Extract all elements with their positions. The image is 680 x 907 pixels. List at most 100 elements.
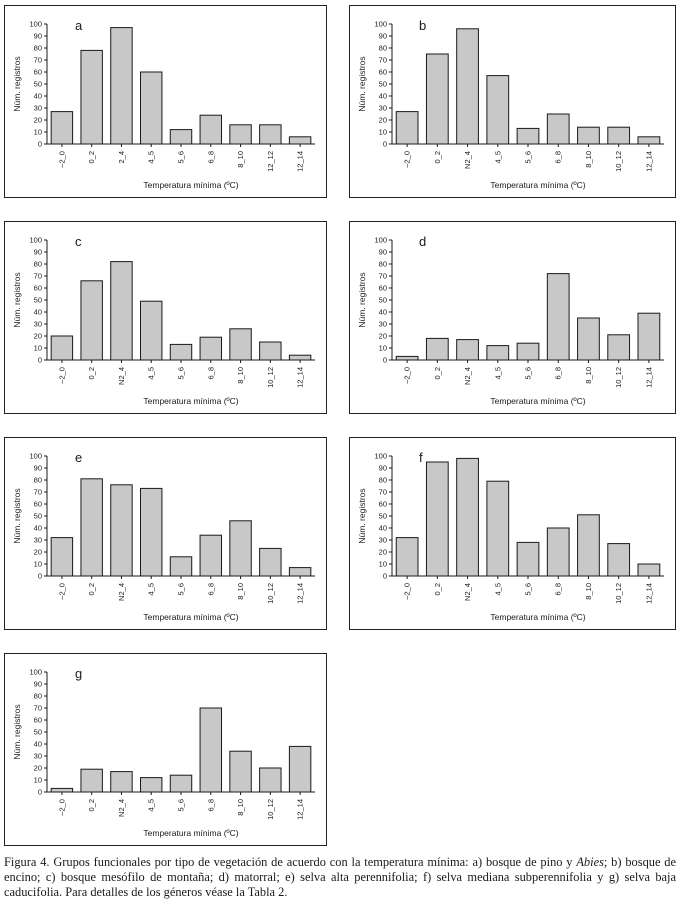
bar-c-9 [288,354,312,361]
chart-panel-a: 0 10 20 30 40 50 60 70 80 90 100 –2_0 0_2 2_4 4_5 5_6 6_… [4,5,327,198]
y-tick-label: 20 [34,332,42,341]
y-tick-label: 30 [34,752,42,761]
x-tick-label: 5_6 [524,367,533,380]
x-tick-label: 8_10 [236,367,245,384]
bar-e-4 [140,487,163,577]
bar-g-5 [169,774,193,793]
y-tick-label: 40 [34,740,42,749]
bar-e-6 [199,534,222,577]
y-tick-label: 30 [34,104,42,113]
x-tick-label: 12_14 [644,151,653,172]
y-tick-label: 80 [34,44,42,53]
y-tick-label: 0 [383,572,387,581]
x-tick-label: 4_5 [493,367,502,380]
y-tick-label: 10 [379,560,387,569]
x-tick-label: 12_14 [644,583,653,604]
bar-a-2 [80,49,103,145]
y-tick-label: 0 [38,788,42,797]
y-tick-label: 80 [379,476,387,485]
x-tick-label: 0_2 [87,367,96,380]
x-tick-label: 5_6 [177,151,186,164]
y-tick-label: 50 [34,296,42,305]
x-tick-label: 8_10 [236,151,245,168]
x-tick-label: N2_4 [463,367,472,385]
x-tick-label: 12_14 [296,151,305,172]
y-tick-label: 70 [34,488,42,497]
bar-e-1 [50,537,74,577]
panel-letter: e [75,450,82,465]
x-tick-label: 0_2 [87,151,96,164]
x-tick-label: 8_10 [584,367,593,384]
bar-c-4 [140,300,163,361]
y-tick-label: 70 [34,56,42,65]
bar-b-4 [486,75,510,145]
x-tick-label: 0_2 [87,583,96,596]
x-tick-label: 5_6 [177,799,186,812]
bar-d-1 [395,355,419,361]
y-tick-label: 80 [34,476,42,485]
y-tick-label: 50 [379,512,387,521]
y-tick-label: 100 [29,20,42,29]
y-tick-label: 40 [34,524,42,533]
bar-b-1 [395,111,419,145]
y-tick-label: 70 [379,272,387,281]
bar-c-6 [199,336,222,361]
x-tick-label: 2_4 [117,151,126,164]
bar-g-8 [259,767,282,793]
bar-d-8 [607,334,631,361]
x-tick-label: –2_0 [403,367,412,384]
chart-panel-f: 0 10 20 30 40 50 60 70 80 90 100 –2_0 0_2 N2_4 4_5 5_6 6… [349,437,676,630]
y-tick-label: 80 [379,44,387,53]
y-tick-label: 10 [379,344,387,353]
x-tick-label: 12_14 [296,367,305,388]
bar-g-7 [229,750,252,793]
y-tick-label: 70 [379,56,387,65]
bar-c-7 [229,328,252,361]
chart-panel-e: 0 10 20 30 40 50 60 70 80 90 100 –2_0 0_2 N2_4 4_5 5_6 6… [4,437,327,630]
bar-f-2 [425,461,449,577]
bar-g-2 [80,768,103,793]
y-tick-label: 30 [34,320,42,329]
x-tick-label: 4_5 [147,583,156,596]
y-tick-label: 10 [34,344,42,353]
x-axis-label: Temperatura mínima (ºC) [143,612,238,622]
y-tick-label: 30 [379,104,387,113]
y-tick-label: 10 [379,128,387,137]
y-tick-label: 100 [374,236,387,245]
y-tick-label: 100 [29,452,42,461]
bar-b-7 [577,126,600,145]
x-tick-label: –2_0 [403,151,412,168]
bar-chart-c: 0 10 20 30 40 50 60 70 80 90 100 –2_0 0_2 N2_4 4_5 5_6 6… [12,234,315,406]
y-tick-label: 50 [34,728,42,737]
x-tick-label: N2_4 [117,367,126,385]
bar-f-1 [395,537,419,577]
y-tick-label: 80 [34,692,42,701]
panel-letter: c [75,234,82,249]
x-tick-label: 4_5 [493,583,502,596]
x-axis-label: Temperatura mínima (ºC) [143,180,238,190]
y-tick-label: 0 [38,356,42,365]
bar-b-8 [607,126,631,145]
x-tick-label: 10_12 [266,583,275,604]
y-tick-label: 70 [379,488,387,497]
bar-a-1 [50,111,74,145]
y-tick-label: 10 [34,560,42,569]
x-tick-label: 4_5 [147,799,156,812]
bar-a-3 [110,27,133,145]
y-tick-label: 30 [34,536,42,545]
y-tick-label: 90 [379,464,387,473]
panel-letter: a [75,18,83,33]
bar-chart-d: 0 10 20 30 40 50 60 70 80 90 100 –2_0 0_2 N2_4 4_5 5_6 6… [357,234,664,406]
x-tick-label: 10_12 [614,583,623,604]
y-tick-label: 40 [379,308,387,317]
x-tick-label: 0_2 [433,367,442,380]
bar-g-9 [288,745,312,793]
y-axis-label: Núm. registros [12,488,22,543]
panel-letter: d [419,234,426,249]
y-tick-label: 20 [34,764,42,773]
x-tick-label: N2_4 [117,799,126,817]
bar-c-3 [110,261,133,361]
x-tick-label: –2_0 [57,367,66,384]
y-tick-label: 30 [379,320,387,329]
x-tick-label: 5_6 [177,367,186,380]
